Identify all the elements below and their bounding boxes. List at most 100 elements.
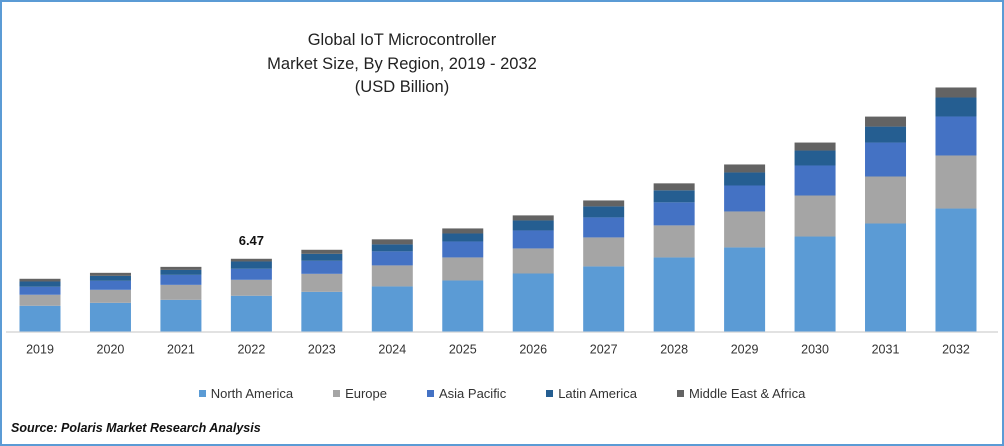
legend-label: Middle East & Africa — [688, 386, 806, 401]
chart-title: Global IoT Microcontroller Market Size, … — [202, 29, 602, 100]
x-tick-label: 2024 — [378, 343, 406, 357]
source-note: Source: Polaris Market Research Analysis — [11, 421, 261, 435]
bar-2029-europe — [724, 211, 766, 248]
bar-2024-latin-america — [371, 244, 413, 252]
bar-2029-middle-east-africa — [724, 164, 766, 173]
bar-2030-middle-east-africa — [794, 142, 836, 151]
x-tick-label: 2025 — [449, 343, 477, 357]
x-tick-label: 2021 — [167, 343, 195, 357]
bar-2031-asia-pacific — [865, 142, 907, 177]
bar-2023-latin-america — [301, 253, 343, 261]
x-tick-label: 2032 — [942, 343, 970, 357]
bar-2028-asia-pacific — [653, 202, 695, 226]
bar-2024-middle-east-africa — [371, 239, 413, 245]
legend-label: North America — [210, 386, 294, 401]
bar-2032-europe — [935, 155, 977, 209]
bar-2023-north-america — [301, 291, 343, 332]
bar-2021-europe — [160, 284, 202, 300]
bar-2027-north-america — [583, 266, 625, 332]
bar-2032-north-america — [935, 208, 977, 332]
legend-item: North America — [198, 386, 294, 401]
legend-swatch — [333, 390, 341, 397]
chart-title-line-3: (USD Billion) — [354, 78, 450, 96]
bar-2019-north-america — [19, 305, 61, 332]
bar-2031-europe — [865, 176, 907, 224]
bar-2023-asia-pacific — [301, 260, 343, 274]
bar-2027-middle-east-africa — [583, 200, 625, 207]
chart-title-line-1: Global IoT Microcontroller — [307, 31, 497, 49]
x-tick-label: 2030 — [801, 343, 829, 357]
x-tick-label: 2026 — [519, 343, 547, 357]
bar-2025-asia-pacific — [442, 241, 484, 258]
bar-2019-europe — [19, 294, 61, 306]
bar-2030-north-america — [794, 236, 836, 332]
bar-2019-asia-pacific — [19, 286, 61, 295]
bar-2026-europe — [512, 248, 554, 274]
x-tick-label: 2023 — [308, 343, 336, 357]
data-label: 6.47 — [239, 233, 264, 248]
legend-swatch — [546, 390, 554, 397]
bar-2029-north-america — [724, 247, 766, 332]
bar-2029-latin-america — [724, 172, 766, 186]
bar-2028-latin-america — [653, 190, 695, 203]
bar-2028-europe — [653, 225, 695, 258]
bar-2027-europe — [583, 237, 625, 267]
x-tick-label: 2027 — [590, 343, 618, 357]
x-tick-label: 2022 — [237, 343, 265, 357]
bar-2020-europe — [89, 289, 131, 303]
legend-item: Middle East & Africa — [676, 386, 806, 401]
bar-2021-latin-america — [160, 269, 202, 275]
bar-2021-asia-pacific — [160, 274, 202, 285]
bar-2030-latin-america — [794, 150, 836, 166]
x-tick-label: 2031 — [872, 343, 900, 357]
bar-2019-latin-america — [19, 281, 61, 287]
legend-swatch — [676, 390, 684, 397]
bar-2023-middle-east-africa — [301, 249, 343, 254]
bar-2020-asia-pacific — [89, 280, 131, 290]
legend-label: Asia Pacific — [439, 386, 507, 401]
bar-2021-north-america — [160, 299, 202, 332]
bar-2027-latin-america — [583, 206, 625, 218]
bar-2026-asia-pacific — [512, 230, 554, 249]
bar-2025-latin-america — [442, 233, 484, 242]
legend-label: Latin America — [558, 386, 637, 401]
bar-2019-middle-east-africa — [19, 278, 61, 282]
bar-2024-asia-pacific — [371, 251, 413, 266]
bar-2021-middle-east-africa — [160, 266, 202, 270]
bar-2022-north-america — [230, 295, 272, 332]
legend-item: Europe — [333, 386, 387, 401]
legend-swatch — [427, 390, 434, 397]
bar-2026-latin-america — [512, 220, 554, 231]
bar-2027-asia-pacific — [583, 217, 625, 238]
bar-2029-asia-pacific — [724, 185, 766, 212]
legend-item: Asia Pacific — [427, 386, 506, 401]
bar-2032-latin-america — [935, 97, 977, 117]
bar-2020-latin-america — [89, 275, 131, 281]
bar-2031-latin-america — [865, 126, 907, 143]
bar-2024-europe — [371, 265, 413, 287]
bar-2025-europe — [442, 257, 484, 281]
x-tick-label: 2028 — [660, 343, 688, 357]
bar-2022-europe — [230, 279, 272, 296]
bar-2022-middle-east-africa — [230, 258, 272, 262]
bar-2032-middle-east-africa — [935, 87, 977, 98]
x-tick-label: 2019 — [26, 343, 54, 357]
legend: North America Europe Asia Pacific Latin Ame… — [2, 386, 1002, 401]
bar-2026-middle-east-africa — [512, 215, 554, 221]
bar-2031-middle-east-africa — [865, 116, 907, 127]
bar-2032-asia-pacific — [935, 116, 977, 156]
chart-title-line-2: Market Size, By Region, 2019 - 2032 — [267, 54, 537, 73]
x-tick-label: 2029 — [731, 343, 759, 357]
bar-2025-north-america — [442, 280, 484, 332]
bar-2030-asia-pacific — [794, 165, 836, 196]
legend-label: Europe — [345, 386, 387, 401]
x-tick-label: 2020 — [97, 343, 125, 357]
bar-2020-north-america — [89, 302, 131, 332]
bar-2022-asia-pacific — [230, 268, 272, 280]
bar-2022-latin-america — [230, 261, 272, 269]
bar-2020-middle-east-africa — [89, 272, 131, 276]
bar-2030-europe — [794, 195, 836, 237]
bar-2028-north-america — [653, 257, 695, 332]
